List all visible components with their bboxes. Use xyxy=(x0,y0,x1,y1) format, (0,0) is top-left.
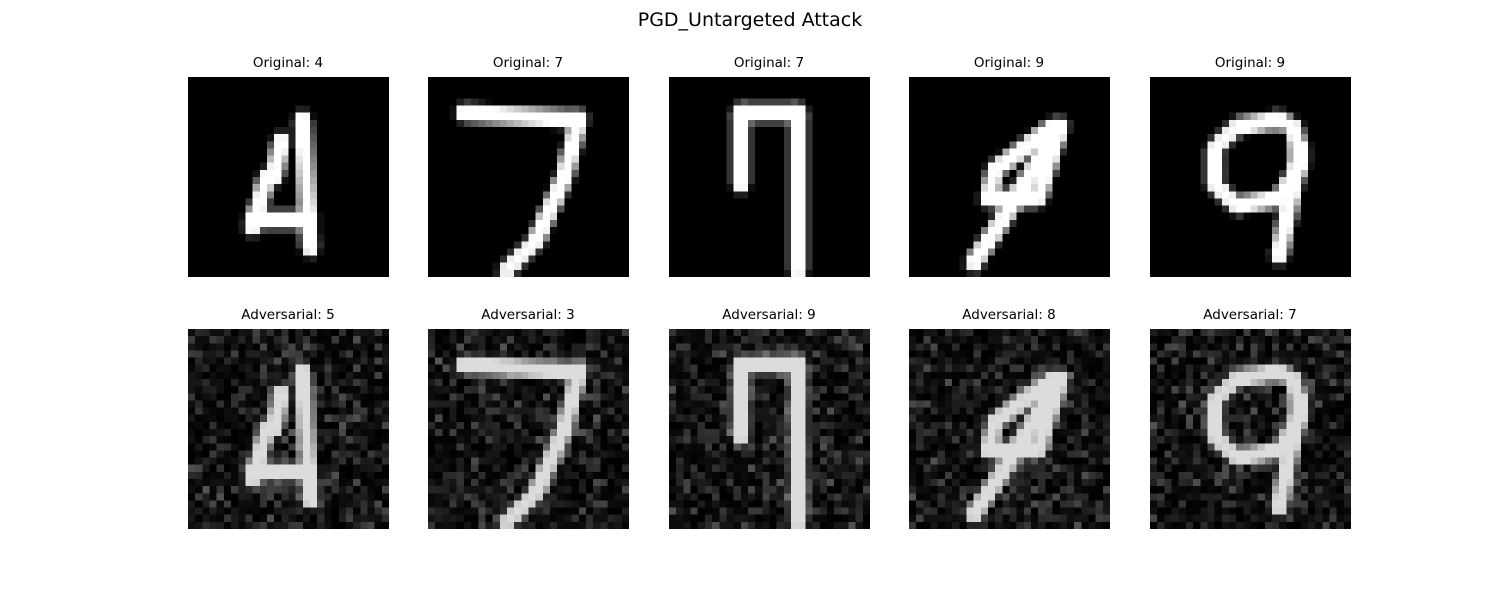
image-original-2 xyxy=(428,77,629,277)
panel-title-original-3: Original: 7 xyxy=(733,55,805,71)
panel-title-adversarial-5: Adversarial: 7 xyxy=(1203,307,1297,323)
panel-title-adversarial-3: Adversarial: 9 xyxy=(722,307,816,323)
panel-title-adversarial-2: Adversarial: 3 xyxy=(481,307,575,323)
image-adversarial-5 xyxy=(1150,329,1351,529)
image-adversarial-1 xyxy=(188,329,389,529)
figure-title: PGD_Untargeted Attack xyxy=(637,9,863,31)
image-adversarial-3 xyxy=(669,329,870,529)
image-original-4 xyxy=(909,77,1110,277)
image-adversarial-2 xyxy=(428,329,629,529)
panel-title-original-2: Original: 7 xyxy=(492,55,564,71)
panel-title-adversarial-4: Adversarial: 8 xyxy=(962,307,1056,323)
image-adversarial-4 xyxy=(909,329,1110,529)
image-original-3 xyxy=(669,77,870,277)
image-original-1 xyxy=(188,77,389,277)
panel-title-adversarial-1: Adversarial: 5 xyxy=(241,307,335,323)
panel-title-original-1: Original: 4 xyxy=(252,55,324,71)
image-original-5 xyxy=(1150,77,1351,277)
panel-title-original-5: Original: 9 xyxy=(1214,55,1286,71)
panel-title-original-4: Original: 9 xyxy=(973,55,1045,71)
